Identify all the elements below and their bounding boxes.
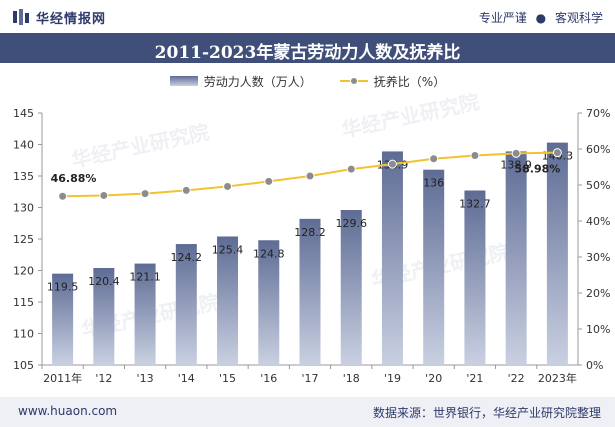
y-tick-label-left: 105 [13,359,34,372]
title-bar: 2011-2023年蒙古劳动力人数及抚养比 [0,33,615,63]
dependency-point [305,171,315,181]
footer-bar: www.huaon.com 数据来源：世界银行，华经产业研究院整理 [0,397,615,427]
bar-value-label: 121.1 [129,271,161,284]
legend-label-dependency: 抚养比（%） [373,74,446,89]
bar-value-label: 138.9 [500,158,532,171]
chart-title: 2011-2023年蒙古劳动力人数及抚养比 [154,43,461,63]
x-tick-label: '18 [343,372,360,385]
dependency-point [346,164,356,174]
y-tick-label-left: 120 [13,265,34,278]
y-tick-label-left: 145 [13,107,34,120]
bar [175,244,197,365]
dependency-point [511,148,521,158]
chart-canvas: 105 110 115 120 125 130 135 140 145 0% 10% 20% 30% 40… [13,107,610,385]
bar-value-label: 136 [423,177,444,190]
dependency-point [181,185,191,195]
dependency-point [223,181,233,191]
dependency-point [387,159,397,169]
legend-line-swatch [339,76,368,86]
bar-value-label: 129.6 [335,217,367,230]
bar [381,151,403,365]
legend-bar-swatch [169,76,198,86]
y-tick-label-right: 60% [586,143,610,156]
x-tick-label: '15 [219,372,236,385]
bar-value-label: 120.4 [88,275,120,288]
dependency-value-label: 58.98% [514,163,560,176]
bar [423,169,445,365]
bar [505,151,527,365]
legend-item-dependency[interactable]: 抚养比（%） [339,73,446,90]
bar-value-label: 132.7 [459,197,491,210]
bar [134,263,156,365]
dependency-point [552,148,562,158]
header-bar: 华经情报网 专业严谨 ● 客观科学 [0,0,615,33]
dependency-point [429,154,439,164]
dependency-point [99,190,109,200]
bar-value-label: 119.5 [47,281,79,294]
legend-label-labor: 劳动力人数（万人） [203,74,312,89]
tagline-left: 专业严谨 [478,11,527,25]
y-tick-label-right: 30% [586,251,610,264]
y-tick-label-right: 10% [586,323,610,336]
y-tick-label-right: 70% [586,107,610,120]
dependency-point [470,150,480,160]
bar-value-label: 124.2 [171,251,203,264]
footer-source: 数据来源：世界银行，华经产业研究院整理 [372,406,601,420]
y-tick-label-right: 40% [586,215,610,228]
x-tick-label: '19 [384,372,401,385]
bar [258,240,280,365]
y-tick-label-right: 50% [586,179,610,192]
y-tick-label-left: 110 [13,328,34,341]
dependency-point [58,191,68,201]
bar-value-label: 124.8 [253,247,285,260]
bar [464,190,486,365]
x-tick-label: '22 [508,372,525,385]
tagline-right: 客观科学 [554,11,603,25]
chart-legend: 劳动力人数（万人） 抚养比（%） [0,71,615,91]
y-tick-label-left: 135 [13,170,34,183]
bar-value-label: 128.2 [294,226,326,239]
x-tick-label: '20 [425,372,442,385]
bar [299,218,321,365]
y-tick-label-left: 115 [13,296,34,309]
bar-value-label: 125.4 [212,243,244,256]
bar [52,273,74,365]
y-tick-label-left: 140 [13,139,34,152]
bar [217,236,239,365]
y-tick-label-right: 20% [586,287,610,300]
x-tick-label: 2011年 [43,371,82,385]
x-tick-label: '14 [178,372,195,385]
tagline: 专业严谨 ● 客观科学 [479,9,603,26]
bar [546,142,568,365]
x-tick-label: '21 [466,372,483,385]
tagline-separator: ● [535,11,547,25]
brand[interactable]: 华经情报网 [12,6,106,28]
brand-name: 华经情报网 [36,11,107,27]
dependency-point [140,189,150,199]
x-tick-label: '16 [260,372,277,385]
y-tick-label-left: 130 [13,202,34,215]
dependency-value-label: 46.88% [51,172,97,185]
x-tick-label: '13 [137,372,154,385]
brand-logo-icon [13,9,29,25]
y-tick-label-left: 125 [13,233,34,246]
x-tick-label: 2023年 [538,371,577,385]
dependency-point [264,176,274,186]
x-tick-label: '12 [95,372,112,385]
bar [340,210,362,365]
y-tick-label-right: 0% [586,359,603,372]
x-tick-label: '17 [301,372,318,385]
legend-item-labor[interactable]: 劳动力人数（万人） [169,73,312,90]
footer-site-link[interactable]: www.huaon.com [18,404,118,418]
bar [93,267,115,365]
